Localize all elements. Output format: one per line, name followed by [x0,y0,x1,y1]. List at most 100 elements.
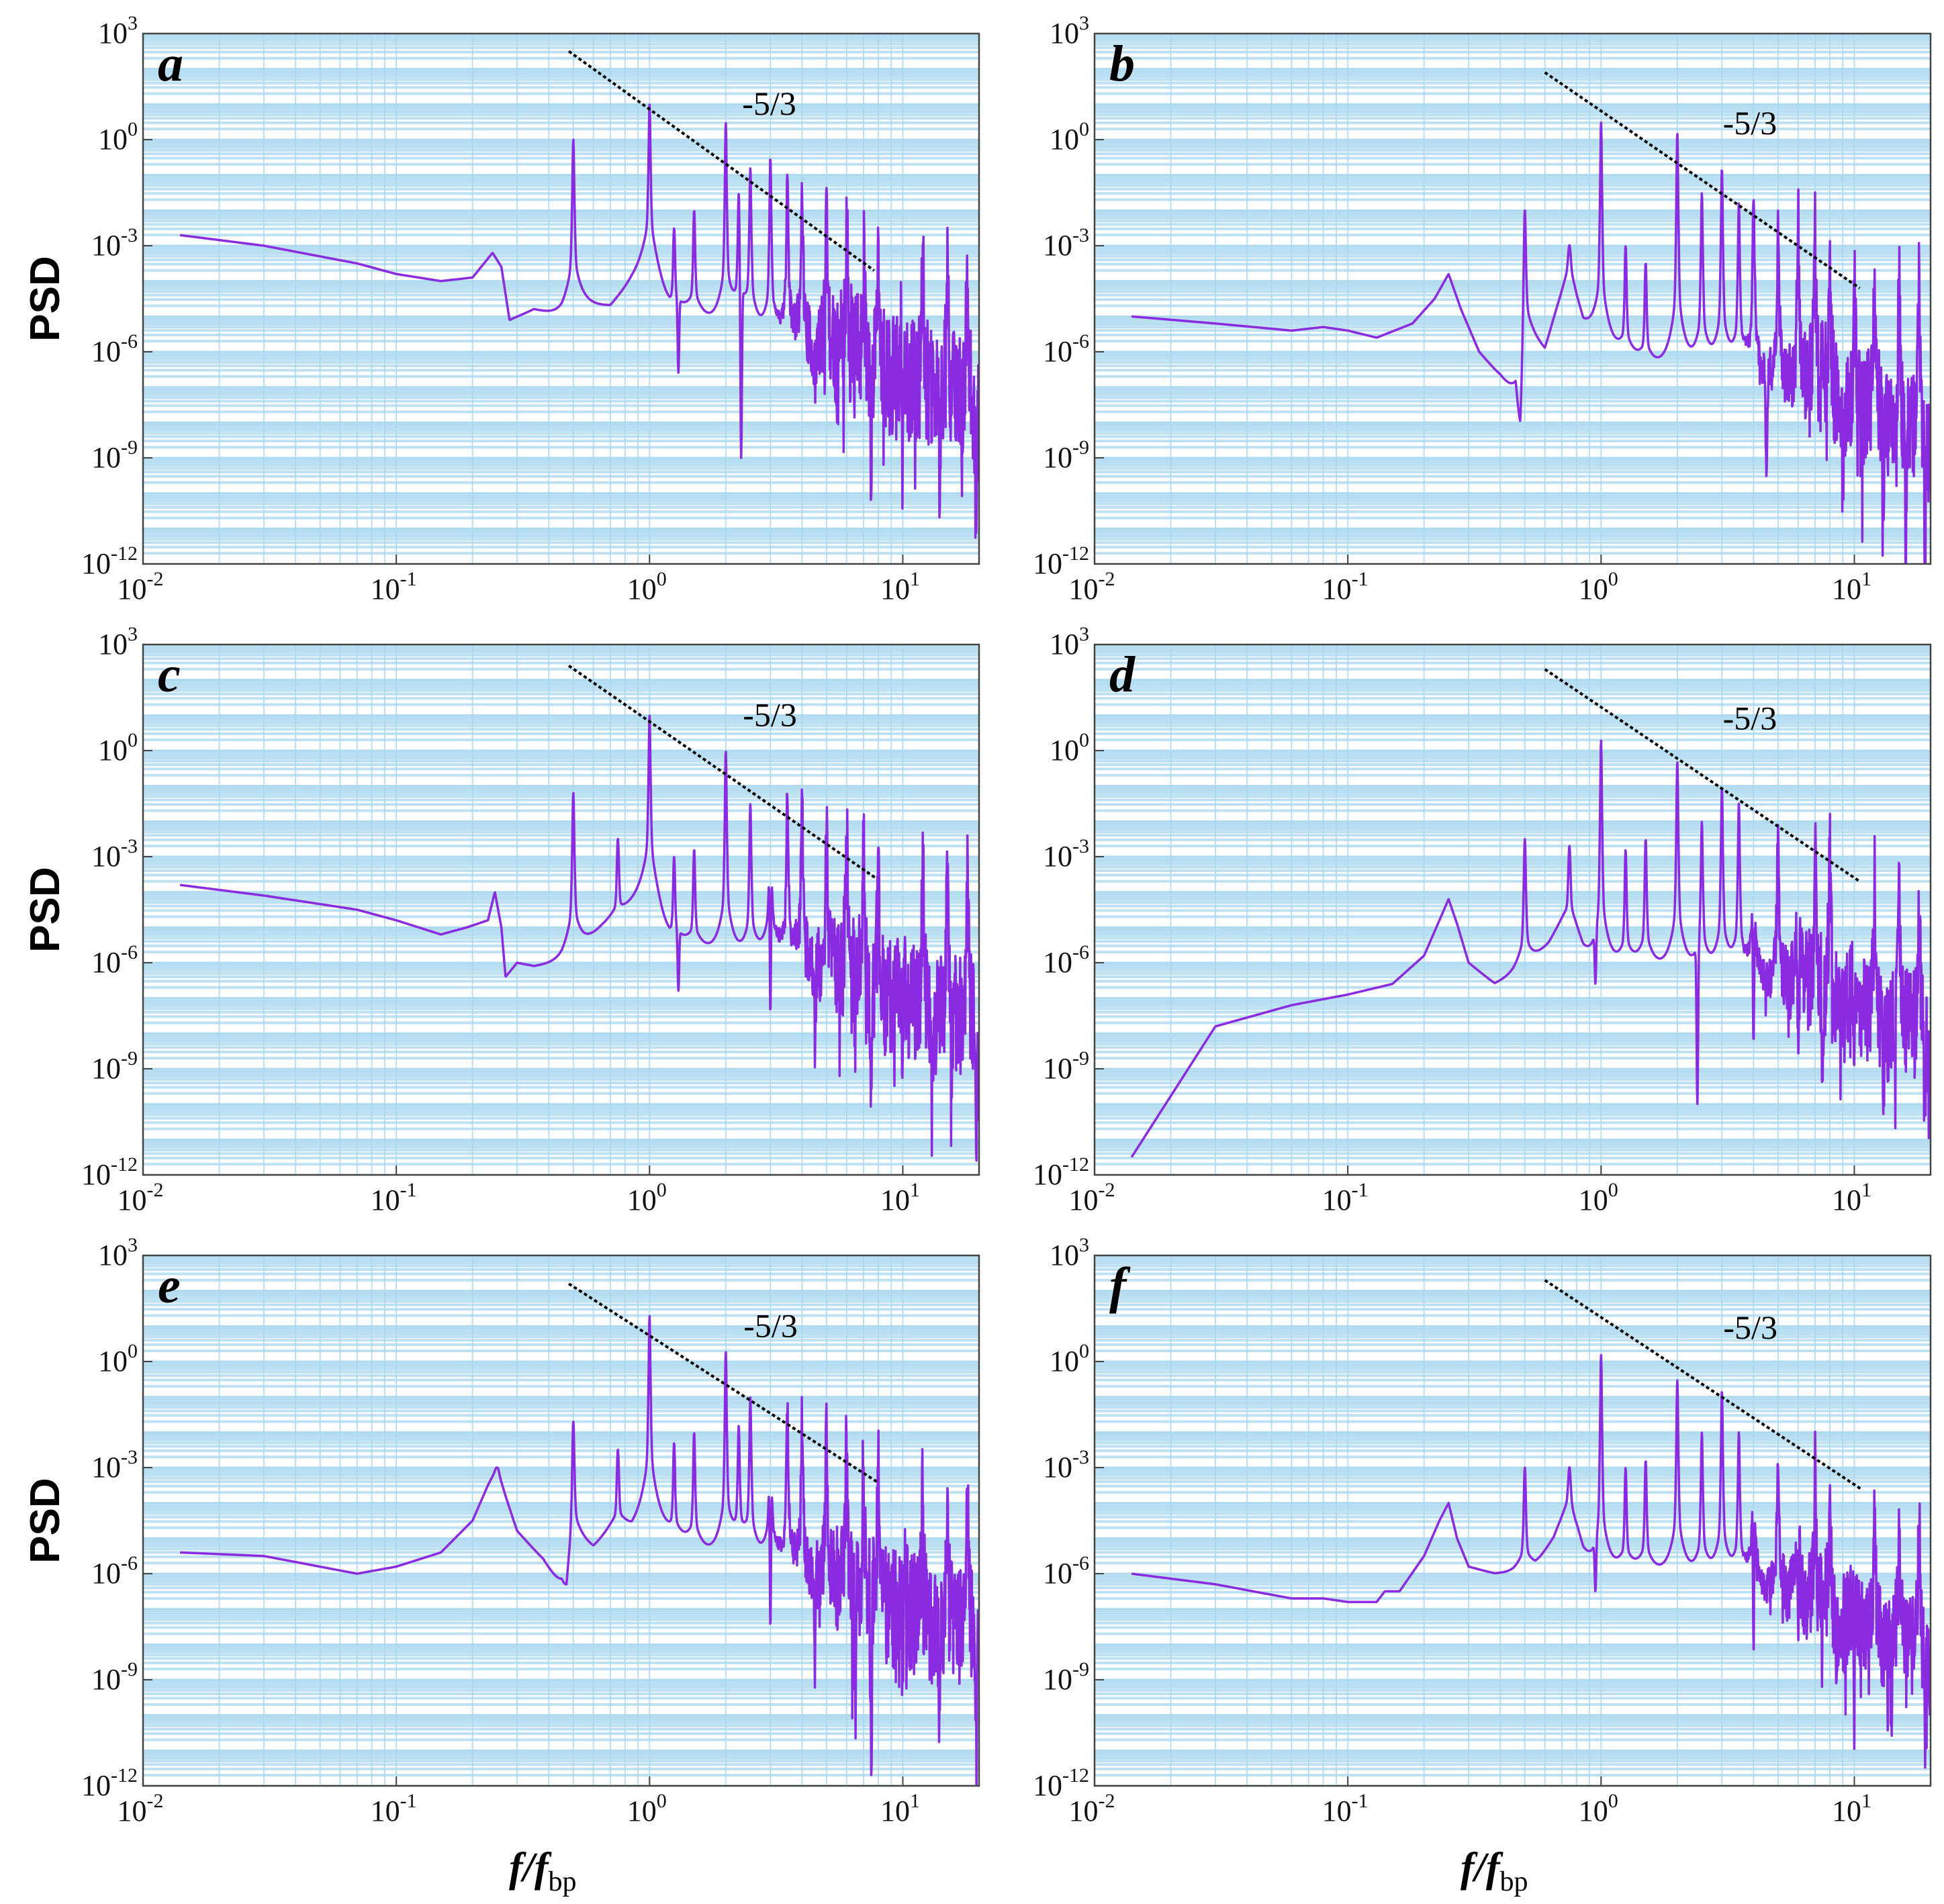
y-tick-base: 10 [1043,1557,1072,1590]
psd-series-line [1130,122,1931,564]
slope-label: -5/3 [1723,1308,1777,1346]
x-tick-label: 10-1 [371,1790,417,1827]
y-tick-base: 10 [1043,1663,1072,1696]
x-tick-base: 10 [118,573,147,606]
x-tick-exponent: 1 [1861,1790,1871,1812]
y-tick-label: 103 [1050,623,1089,661]
y-tick-base: 10 [1043,840,1072,873]
y-tick-exponent: -12 [1062,542,1089,565]
x-tick-exponent: 1 [1861,1179,1871,1201]
x-tick-base: 10 [371,1184,400,1217]
y-tick-exponent: -3 [121,1446,138,1468]
x-tick-exponent: -2 [1099,568,1115,590]
y-tick-base: 10 [1033,1158,1062,1191]
x-tick-base: 10 [1069,573,1099,606]
y-tick-base: 10 [81,1158,111,1191]
y-tick-base: 10 [91,335,121,368]
y-tick-exponent: -6 [121,1552,138,1574]
x-tick-base: 10 [1579,1184,1608,1217]
x-tick-base: 10 [1069,1795,1099,1827]
y-tick-exponent: -6 [1072,330,1089,352]
y-tick-exponent: 0 [1079,1340,1089,1362]
panel-letter: c [158,647,181,703]
x-tick-base: 10 [1322,1795,1352,1827]
y-tick-label: 10-12 [1033,1764,1089,1802]
slope-label: -5/3 [743,696,797,733]
y-tick-label: 10-3 [91,224,138,262]
grid [1095,34,1931,564]
y-tick-base: 10 [91,840,121,873]
x-tick-base: 10 [1832,1184,1861,1217]
y-tick-base: 10 [1043,946,1072,979]
x-axis-label-subscript: bp [1500,1866,1528,1897]
slope-reference-line [567,50,875,272]
y-tick-exponent: -12 [111,542,138,565]
slope-label: -5/3 [1723,104,1777,142]
x-tick-base: 10 [118,1795,147,1827]
y-tick-exponent: -9 [121,1658,138,1680]
psd-series-line [1130,1353,1931,1769]
slope-reference-line [568,1282,878,1483]
y-tick-exponent: 0 [128,729,138,751]
y-tick-label: 10-9 [91,1658,138,1696]
y-tick-base: 10 [91,1663,121,1696]
y-tick-exponent: -6 [1072,1552,1089,1574]
x-tick-exponent: -1 [400,1790,417,1812]
y-tick-label: 10-9 [1043,1658,1089,1696]
x-tick-exponent: 0 [1608,568,1618,590]
y-tick-exponent: -9 [1072,1047,1089,1069]
y-tick-base: 10 [1043,441,1072,474]
y-tick-label: 10-3 [1043,835,1089,873]
y-tick-exponent: -9 [121,1047,138,1069]
psd-series-line [1130,739,1931,1158]
x-tick-base: 10 [880,1184,910,1217]
y-tick-exponent: 3 [1079,623,1089,645]
y-tick-label: 103 [1050,1234,1089,1272]
y-tick-exponent: -3 [121,835,138,857]
y-tick-label: 10-6 [1043,1552,1089,1590]
y-tick-exponent: -3 [1072,1446,1089,1468]
y-tick-base: 10 [1050,123,1079,156]
slope-label: -5/3 [743,1307,798,1345]
y-tick-base: 10 [1043,229,1072,262]
x-tick-exponent: -1 [400,1179,417,1201]
x-tick-label: 10-1 [1322,568,1369,606]
y-tick-label: 10-12 [81,1153,138,1191]
y-tick-exponent: -12 [111,1153,138,1176]
x-axis-label-main: f/f [1461,1845,1503,1891]
x-tick-label: 10-2 [118,1179,164,1217]
y-tick-base: 10 [1050,17,1079,50]
y-tick-label: 10-6 [1043,330,1089,368]
x-tick-exponent: -2 [1099,1790,1115,1812]
y-tick-exponent: 3 [128,1234,138,1256]
x-tick-exponent: 1 [910,1790,920,1812]
y-tick-base: 10 [98,734,128,767]
y-tick-exponent: -9 [121,436,138,459]
x-tick-exponent: 0 [657,568,667,590]
y-tick-exponent: 3 [128,623,138,645]
y-tick-base: 10 [1033,547,1062,580]
y-tick-base: 10 [1050,1345,1079,1378]
y-tick-base: 10 [81,547,111,580]
x-tick-exponent: 0 [1608,1790,1618,1812]
panel-letter: e [158,1257,181,1314]
y-tick-base: 10 [1033,1769,1062,1802]
y-tick-label: 100 [98,729,138,767]
y-tick-exponent: -12 [1062,1153,1089,1176]
x-tick-label: 10-2 [118,1790,164,1827]
x-tick-label: 100 [627,1790,667,1827]
grid [143,34,979,564]
y-tick-label: 10-3 [91,835,138,873]
y-tick-base: 10 [1050,628,1079,661]
x-tick-exponent: -2 [147,1790,164,1812]
x-tick-exponent: 0 [657,1179,667,1201]
x-tick-label: 101 [1832,1179,1871,1217]
y-tick-base: 10 [98,17,128,50]
y-tick-base: 10 [91,1557,121,1590]
y-tick-label: 103 [98,12,138,50]
plot-frame [142,32,980,565]
x-axis-labels: f/fbp f/fbp [509,1845,1528,1897]
